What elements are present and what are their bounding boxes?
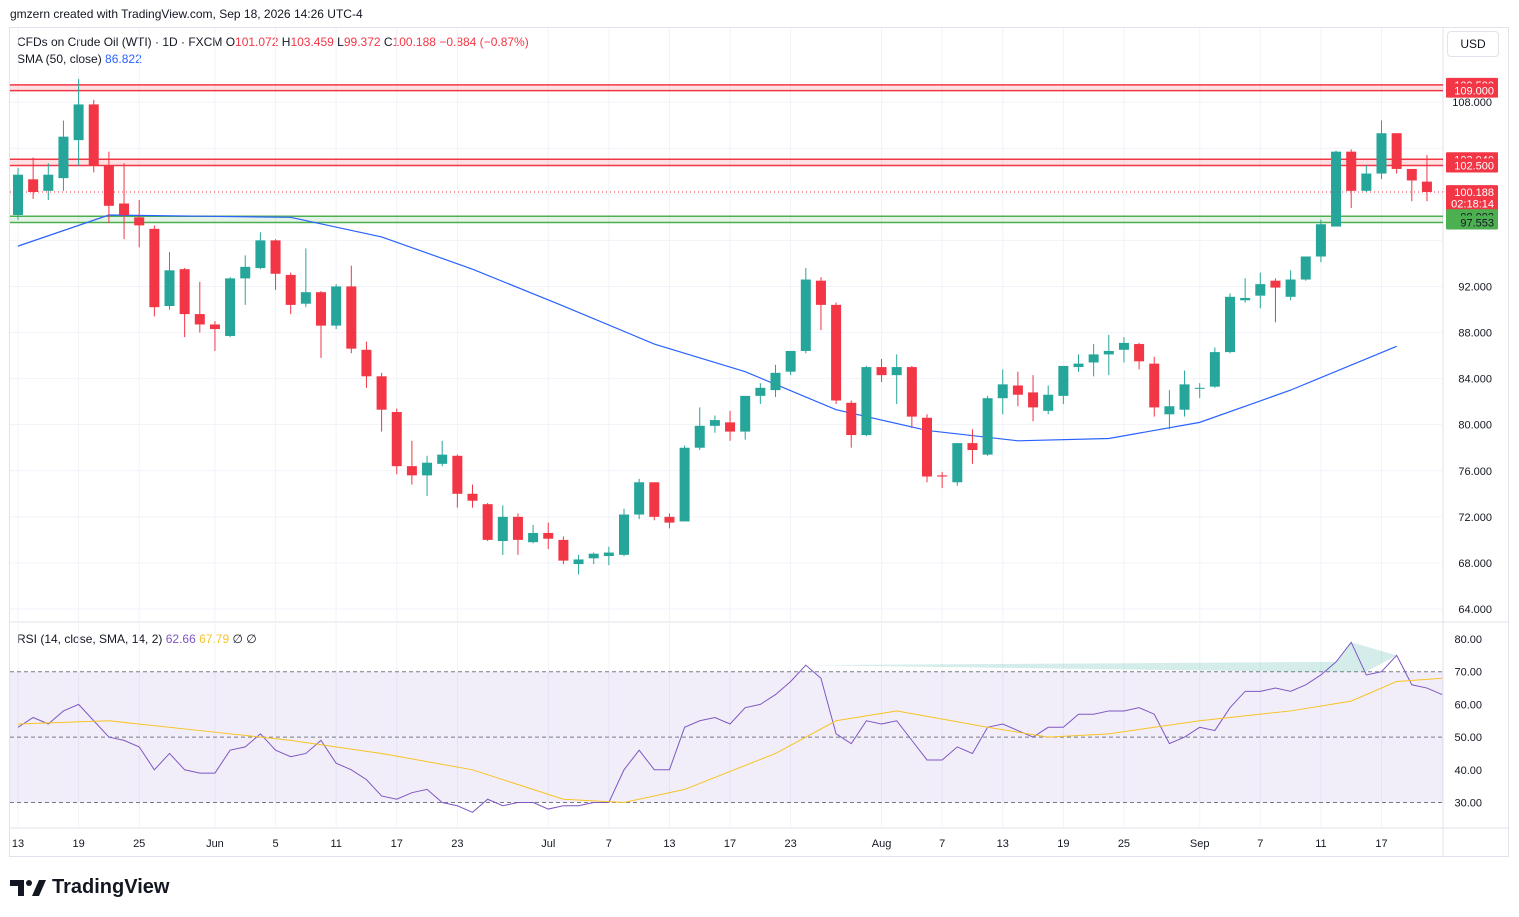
rsi-extra-1: ∅ xyxy=(232,632,243,646)
high-value: 103.459 xyxy=(290,35,334,49)
tradingview-logo: TradingView xyxy=(10,876,169,899)
main-legend: CFDs on Crude Oil (WTI) · 1D · FXCM O101… xyxy=(17,35,529,49)
close-label: C xyxy=(383,35,393,49)
open-value: 101.072 xyxy=(235,35,279,49)
close-value: 100.188 xyxy=(392,35,436,49)
symbol-title[interactable]: CFDs on Crude Oil (WTI) · 1D · FXCM xyxy=(17,35,223,49)
chart-frame xyxy=(9,27,1509,857)
sma-label: SMA (50, close) xyxy=(17,52,102,66)
rsi-extra-2: ∅ xyxy=(246,632,257,646)
currency-selector[interactable]: USD xyxy=(1447,31,1499,57)
sma-value: 86.822 xyxy=(105,52,142,66)
tradingview-logo-text: TradingView xyxy=(52,876,170,898)
rsi-value: 62.66 xyxy=(165,632,196,646)
open-label: O xyxy=(225,35,236,49)
rsi-sma-value: 67.79 xyxy=(199,632,230,646)
attribution-text: gmzern created with TradingView.com, Sep… xyxy=(10,7,363,21)
rsi-label: RSI (14, close, SMA, 14, 2) xyxy=(17,632,163,646)
low-label: L xyxy=(337,35,344,49)
change-value: −0.884 (−0.87%) xyxy=(439,35,529,49)
high-label: H xyxy=(281,35,291,49)
sma-legend[interactable]: SMA (50, close) 86.822 xyxy=(17,52,142,66)
low-value: 99.372 xyxy=(343,35,381,49)
tradingview-logo-icon xyxy=(10,879,46,896)
rsi-legend[interactable]: RSI (14, close, SMA, 14, 2) 62.66 67.79 … xyxy=(17,632,257,646)
